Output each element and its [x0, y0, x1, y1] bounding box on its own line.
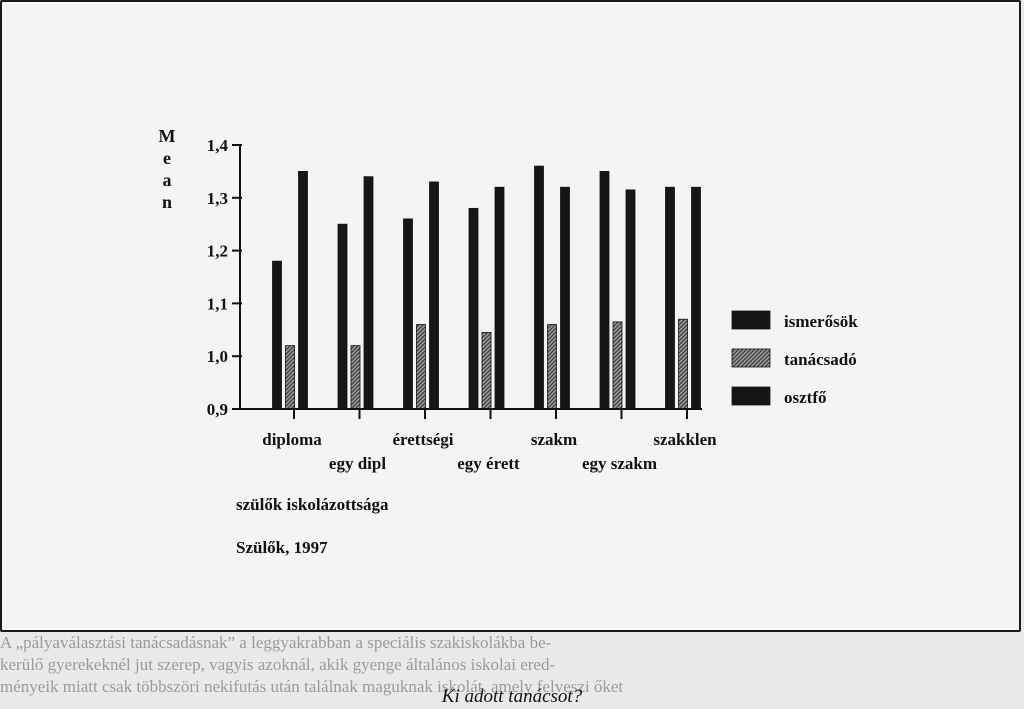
bar-osztfő-szakklen [691, 186, 701, 410]
bar-osztfő-egy szakm [625, 189, 636, 410]
y-axis-label-letter: n [162, 192, 172, 212]
background-line-2: kerülő gyerekeknél jut szerep, vagyis az… [0, 655, 556, 674]
legend-label: ismerősök [784, 312, 858, 331]
bar-tanácsadó-egy dipl [350, 345, 361, 410]
bar-ismerősök-diploma [272, 260, 282, 410]
legend-swatch [731, 386, 771, 406]
y-axis-label-letter: e [163, 148, 171, 168]
bar-tanácsadó-szakklen [678, 318, 688, 410]
x-category-label: egy szakm [582, 454, 657, 473]
legend-label: osztfő [784, 388, 827, 407]
figure-caption: Ki adott tanácsot? [441, 686, 583, 707]
x-category-label: érettségi [392, 430, 453, 449]
x-category-label: diploma [262, 430, 322, 449]
y-tick-label: 0,9 [207, 400, 228, 419]
y-tick-label: 1,0 [207, 347, 228, 366]
bar-ismerősök-egy érett [468, 207, 479, 410]
bar-ismerősök-egy szakm [599, 170, 610, 410]
bar-ismerősök-érettségi [403, 218, 413, 410]
background-paragraph: A „pályaválasztási tanácsadásnak” a legg… [0, 632, 1024, 698]
bar-osztfő-egy dipl [363, 176, 374, 410]
background-line-3: ményeik miatt csak többszöri nekifutás u… [0, 677, 624, 696]
background-line-1: A „pályaválasztási tanácsadásnak” a legg… [0, 633, 552, 652]
bar-tanácsadó-egy szakm [612, 321, 623, 410]
bar-ismerősök-egy dipl [337, 223, 348, 410]
x-category-label: egy dipl [329, 454, 386, 473]
x-category-label: egy érett [457, 454, 520, 473]
bar-osztfő-egy érett [494, 186, 505, 410]
bar-ismerősök-szakm [534, 165, 544, 410]
bar-tanácsadó-diploma [285, 345, 295, 410]
y-axis-label-letter: a [163, 170, 172, 190]
bar-tanácsadó-érettségi [416, 324, 426, 410]
x-axis-title: szülők iskolázottsága [236, 495, 389, 514]
y-tick-label: 1,2 [207, 242, 228, 261]
legend-swatch [731, 348, 771, 368]
figure-frame: ismerősök tanácsadó osztfő 0,9 1,0 1,1 1,2 1,3… [0, 0, 1021, 632]
chart-subtitle: Szülők, 1997 [236, 538, 328, 557]
legend-label: tanácsadó [784, 350, 857, 369]
x-category-label: szakm [531, 430, 577, 449]
x-category-label: szakklen [653, 430, 717, 449]
bar-osztfő-szakm [560, 186, 570, 410]
bar-osztfő-diploma [298, 170, 308, 410]
bar-ismerősök-szakklen [665, 186, 675, 410]
y-tick-label: 1,3 [207, 189, 228, 208]
legend-swatch [731, 310, 771, 330]
y-tick-label: 1,1 [207, 294, 228, 313]
bar-tanácsadó-szakm [547, 324, 557, 410]
bar-chart: ismerősök tanácsadó osztfő 0,9 1,0 1,1 1,2 1,3… [159, 126, 859, 557]
bar-osztfő-érettségi [429, 181, 439, 410]
y-tick-label: 1,4 [207, 136, 229, 155]
y-axis-label-letter: M [159, 126, 176, 146]
bar-tanácsadó-egy érett [481, 332, 492, 410]
